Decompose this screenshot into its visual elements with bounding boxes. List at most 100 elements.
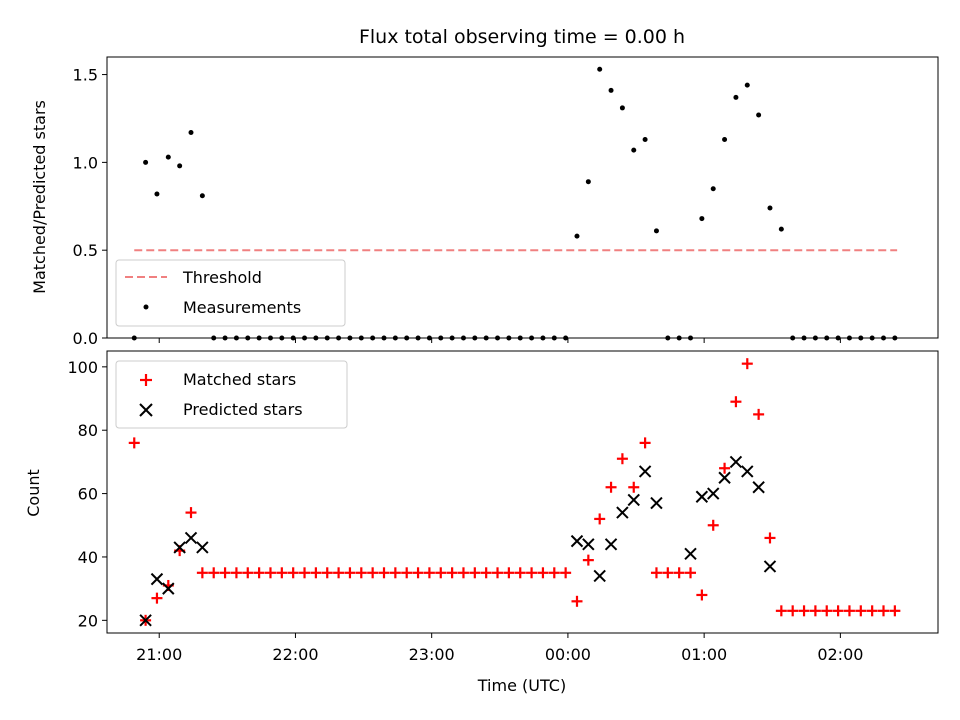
x-axis-label: Time (UTC) [477, 676, 566, 695]
bottom-legend-box [115, 360, 348, 429]
measurement-points [131, 66, 898, 341]
measurement-point [676, 335, 682, 341]
matched-star-point [548, 567, 560, 579]
measurement-point [165, 154, 171, 160]
top-y-tick-label: 1.0 [73, 153, 98, 172]
measurement-point [267, 335, 273, 341]
bottom-panel: 20 40 60 80 100 21:00 22:00 23:00 00:00 01:00 02:… [24, 350, 939, 695]
predicted-star-point [763, 560, 777, 573]
matched-star-point [707, 519, 719, 531]
matched-star-point [196, 567, 208, 579]
legend-matched-swatch [140, 374, 152, 386]
measurement-point [824, 335, 830, 341]
matched-star-point [560, 567, 572, 579]
matched-star-point [367, 567, 379, 579]
measurement-point [631, 147, 637, 153]
matched-star-point [685, 567, 697, 579]
measurement-point [438, 335, 444, 341]
matched-star-point [753, 408, 765, 420]
matched-star-point [571, 595, 583, 607]
x-tick-label: 22:00 [272, 645, 318, 664]
top-y-tick-label: 0.5 [73, 241, 98, 260]
top-legend-box [115, 259, 346, 327]
measurement-point [154, 191, 160, 197]
measurement-point [336, 335, 342, 341]
measurement-point [495, 335, 501, 341]
predicted-star-point [196, 541, 209, 554]
bottom-plot-frame [106, 350, 939, 634]
measurement-point [551, 335, 557, 341]
x-tick-label: 21:00 [136, 645, 182, 664]
measurement-point [642, 137, 648, 143]
matched-star-point [423, 567, 435, 579]
predicted-star-point [707, 487, 720, 500]
measurement-point [846, 335, 852, 341]
matched-star-point [594, 513, 606, 525]
chart-title: Flux total observing time = 0.00 h [359, 26, 685, 48]
matched-star-point [446, 567, 458, 579]
top-panel: Flux total observing time = 0.00 h 0.00.… [30, 26, 939, 348]
top-y-tick-label: 1.5 [73, 66, 98, 85]
measurement-point [302, 335, 308, 341]
measurement-point [790, 335, 796, 341]
measurement-point [608, 87, 614, 93]
predicted-star-point [695, 490, 709, 503]
matched-star-point [878, 605, 890, 617]
matched-star-point [264, 567, 276, 579]
measurement-point [177, 163, 183, 169]
measurement-point [733, 94, 739, 100]
measurement-point [233, 335, 239, 341]
matched-star-point [344, 567, 356, 579]
measurement-point [744, 82, 750, 88]
matched-star-point [855, 605, 867, 617]
predicted-stars-points [139, 455, 777, 627]
matched-star-point [719, 462, 731, 474]
matched-star-point [662, 567, 674, 579]
matched-star-point [389, 567, 401, 579]
measurement-point [143, 159, 149, 165]
measurement-point [665, 335, 671, 341]
bottom-legend: Matched stars Predicted stars [115, 360, 348, 429]
matched-star-point [151, 592, 163, 604]
matched-star-point [650, 567, 662, 579]
matched-star-point [412, 567, 424, 579]
measurement-point [211, 335, 217, 341]
measurement-point [415, 335, 421, 341]
predicted-star-point [139, 614, 152, 627]
predicted-star-point [150, 572, 164, 586]
measurement-point [835, 335, 841, 341]
matched-star-point [696, 589, 708, 601]
measurement-point [710, 186, 716, 192]
measurement-point [449, 335, 455, 341]
measurement-point [812, 335, 818, 341]
legend-matched-label: Matched stars [183, 370, 296, 389]
measurement-point [858, 335, 864, 341]
predicted-star-point [650, 496, 663, 510]
matched-star-point [605, 481, 617, 493]
measurement-point [279, 335, 285, 341]
matched-star-point [128, 437, 140, 449]
matched-star-point [673, 567, 685, 579]
top-y-axis-label: Matched/Predicted stars [30, 100, 49, 294]
measurement-point [801, 335, 807, 341]
bottom-y-tick-label: 80 [78, 421, 98, 440]
measurement-point [619, 105, 625, 111]
matched-star-point [821, 605, 833, 617]
measurement-point [778, 226, 784, 232]
matched-star-point [287, 567, 299, 579]
bottom-y-ticks: 20 40 60 80 100 [67, 358, 107, 630]
bottom-y-tick-label: 20 [78, 611, 98, 630]
matched-star-point [798, 605, 810, 617]
measurement-point [358, 335, 364, 341]
measurement-point [222, 335, 228, 341]
measurement-point [131, 335, 137, 341]
matched-star-point [230, 567, 242, 579]
predicted-star-point [627, 493, 640, 507]
matched-star-point [730, 396, 742, 408]
predicted-star-point [729, 455, 743, 469]
measurement-point [881, 335, 887, 341]
matched-star-point [639, 437, 651, 449]
matched-star-point [492, 567, 504, 579]
predicted-star-point [604, 538, 618, 551]
